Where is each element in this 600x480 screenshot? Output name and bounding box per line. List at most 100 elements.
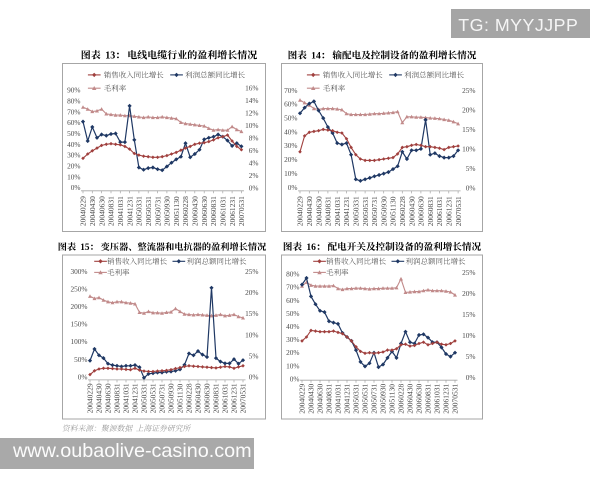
svg-text:20050731: 20050731	[153, 196, 162, 226]
svg-text:20050331: 20050331	[352, 383, 361, 413]
svg-text:25%: 25%	[462, 268, 475, 277]
svg-text:20050331: 20050331	[352, 196, 361, 226]
svg-text:0%: 0%	[466, 184, 476, 193]
svg-text:5%: 5%	[466, 352, 476, 361]
svg-text:20040229: 20040229	[298, 383, 307, 413]
svg-text:20050731: 20050731	[158, 383, 167, 413]
svg-text:13: 13	[105, 51, 115, 62]
svg-text:20050930: 20050930	[167, 383, 176, 413]
svg-text:20060228: 20060228	[397, 383, 406, 413]
svg-text:20050531: 20050531	[361, 196, 370, 226]
svg-text:20%: 20%	[245, 288, 258, 297]
svg-text:15%: 15%	[245, 309, 258, 318]
svg-text:0%: 0%	[290, 374, 300, 383]
svg-text:20041231: 20041231	[343, 383, 352, 413]
svg-text:20050531: 20050531	[144, 196, 153, 226]
svg-text:70%: 70%	[67, 107, 80, 116]
svg-text:20041031: 20041031	[333, 196, 342, 226]
svg-text:20041031: 20041031	[122, 383, 131, 413]
svg-text:10%: 10%	[245, 121, 258, 130]
svg-text:60%: 60%	[67, 118, 80, 127]
svg-text:70%: 70%	[284, 86, 297, 95]
svg-text:15%: 15%	[462, 310, 475, 319]
svg-text:20050731: 20050731	[370, 383, 379, 413]
svg-text:15: 15	[80, 242, 90, 252]
svg-text:20060228: 20060228	[185, 383, 194, 413]
svg-text:8%: 8%	[249, 134, 259, 143]
svg-text:20060831: 20060831	[209, 196, 218, 226]
svg-text:20%: 20%	[284, 155, 297, 164]
svg-text:60%: 60%	[284, 100, 297, 109]
svg-text:0%: 0%	[78, 372, 88, 381]
svg-text:0%: 0%	[249, 184, 259, 193]
svg-text:200%: 200%	[70, 302, 87, 311]
svg-text:20061031: 20061031	[219, 196, 228, 226]
svg-text:20051130: 20051130	[389, 196, 398, 226]
svg-text:20%: 20%	[286, 348, 299, 357]
svg-text:20050531: 20050531	[149, 383, 158, 413]
svg-text:40%: 40%	[286, 322, 299, 331]
svg-text:20040831: 20040831	[325, 383, 334, 413]
svg-text:0%: 0%	[466, 373, 476, 382]
svg-text:20070531: 20070531	[451, 383, 460, 413]
svg-text:25%: 25%	[462, 86, 475, 95]
svg-text:20060228: 20060228	[398, 196, 407, 226]
svg-text:20061231: 20061231	[445, 196, 454, 226]
svg-text:20061231: 20061231	[228, 196, 237, 226]
svg-text:6%: 6%	[249, 146, 259, 155]
svg-text:40%: 40%	[284, 127, 297, 136]
svg-text:50%: 50%	[74, 355, 87, 364]
svg-text:5%: 5%	[249, 352, 259, 361]
svg-text:50%: 50%	[286, 309, 299, 318]
svg-text:100%: 100%	[70, 337, 87, 346]
svg-text:20050930: 20050930	[163, 196, 172, 226]
svg-text:10%: 10%	[286, 361, 299, 370]
svg-text:20040229: 20040229	[86, 383, 95, 413]
svg-text:16%: 16%	[245, 84, 258, 93]
svg-text:10%: 10%	[284, 169, 297, 178]
svg-text:20050331: 20050331	[135, 196, 144, 226]
svg-text:20051130: 20051130	[388, 384, 397, 414]
svg-text:20050930: 20050930	[379, 383, 388, 413]
svg-text:50%: 50%	[67, 129, 80, 138]
svg-text:20060430: 20060430	[191, 196, 200, 226]
svg-text:20041231: 20041231	[125, 196, 134, 226]
svg-text:20060228: 20060228	[181, 196, 190, 226]
svg-text:20040630: 20040630	[316, 383, 325, 413]
svg-text:20060430: 20060430	[407, 196, 416, 226]
svg-text:30%: 30%	[286, 335, 299, 344]
svg-text:60%: 60%	[286, 296, 299, 305]
svg-text:150%: 150%	[70, 320, 87, 329]
svg-text:250%: 250%	[70, 284, 87, 293]
svg-text:10%: 10%	[245, 330, 258, 339]
svg-text:20050331: 20050331	[140, 383, 149, 413]
svg-text:20060831: 20060831	[212, 383, 221, 413]
svg-text:5%: 5%	[466, 164, 476, 173]
svg-text:20060630: 20060630	[415, 383, 424, 413]
svg-text:0%: 0%	[249, 373, 259, 382]
svg-text:70%: 70%	[286, 283, 299, 292]
svg-text:20040630: 20040630	[314, 196, 323, 226]
svg-text:16: 16	[306, 242, 316, 253]
svg-text:20040831: 20040831	[324, 196, 333, 226]
svg-text:20040430: 20040430	[305, 196, 314, 226]
svg-text:20040630: 20040630	[97, 196, 106, 226]
svg-text:20041031: 20041031	[334, 383, 343, 413]
svg-text:20050731: 20050731	[370, 196, 379, 226]
svg-text:20%: 20%	[462, 289, 475, 298]
svg-text:20061231: 20061231	[230, 383, 239, 413]
svg-text:20060430: 20060430	[194, 383, 203, 413]
svg-text:0%: 0%	[71, 183, 81, 192]
svg-text:20070531: 20070531	[239, 383, 248, 413]
svg-text:20060430: 20060430	[406, 383, 415, 413]
svg-text:20061031: 20061031	[435, 196, 444, 226]
svg-text:10%: 10%	[462, 331, 475, 340]
svg-text:20040229: 20040229	[79, 196, 88, 226]
svg-text:30%: 30%	[284, 141, 297, 150]
svg-text:300%: 300%	[70, 267, 87, 276]
svg-text:20060630: 20060630	[417, 196, 426, 226]
svg-text:12%: 12%	[245, 109, 258, 118]
svg-text:20060630: 20060630	[203, 383, 212, 413]
svg-text:20061031: 20061031	[433, 383, 442, 413]
svg-text:20060831: 20060831	[424, 383, 433, 413]
